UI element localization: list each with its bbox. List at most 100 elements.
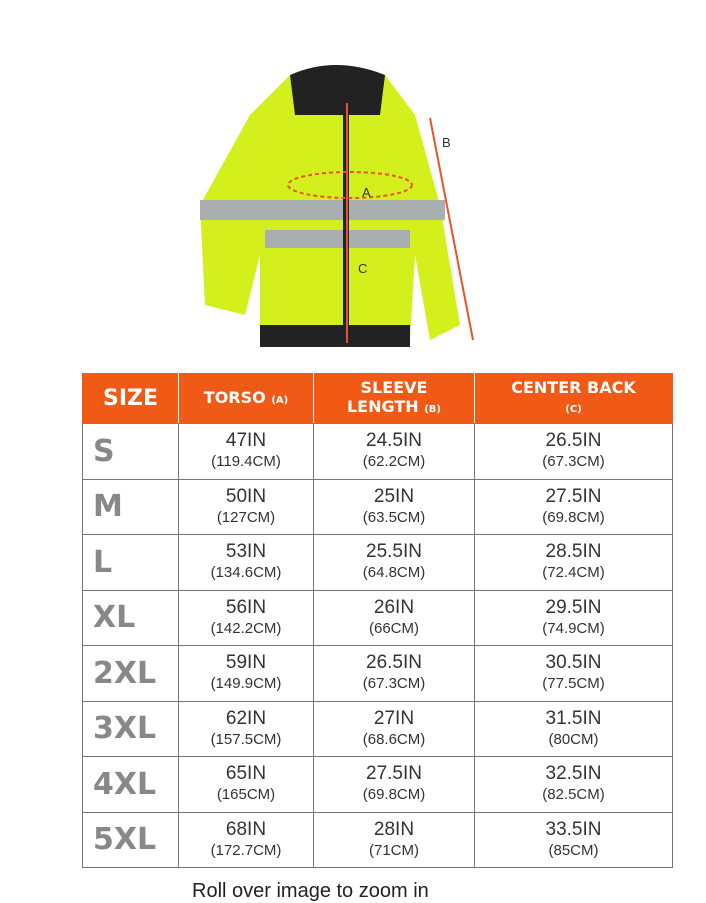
- header-row: SIZE TORSO (A) SLEEVE LENGTH (B) CENTER …: [82, 373, 673, 424]
- torso-inches: 68IN: [225, 818, 267, 840]
- back-inches: 29.5IN: [545, 596, 602, 618]
- sleeve-cm: (62.2CM): [362, 453, 426, 471]
- torso-inches: 50IN: [225, 485, 267, 507]
- torso-cm: (127CM): [216, 508, 276, 526]
- back-cm: (85CM): [548, 841, 599, 859]
- size-cell: S: [82, 423, 179, 480]
- sleeve-cm: (71CM): [368, 841, 419, 859]
- back-cm: (80CM): [548, 730, 599, 748]
- back-cm: (82.5CM): [542, 786, 605, 804]
- back-cell: 30.5IN (77.5CM): [474, 645, 673, 702]
- table-row: 4XL 65IN (165CM) 27.5IN (69.8CM) 32.5IN (82.5C…: [82, 756, 673, 813]
- sleeve-cm: (67.3CM): [362, 675, 426, 693]
- torso-cell: 50IN (127CM): [178, 478, 314, 535]
- sleeve-cm: (66CM): [368, 619, 419, 637]
- back-cell: 29.5IN (74.9CM): [474, 589, 673, 646]
- torso-cell: 59IN (149.9CM): [178, 645, 314, 702]
- back-inches: 30.5IN: [545, 652, 602, 674]
- size-cell: 4XL: [82, 756, 179, 813]
- sleeve-cell: 27.5IN (69.8CM): [313, 756, 475, 813]
- table-row: M 50IN (127CM) 25IN (63.5CM) 27.5IN (69.8CM): [82, 478, 673, 535]
- size-cell: 3XL: [82, 700, 179, 757]
- back-cell: 31.5IN (80CM): [474, 700, 673, 757]
- label-c: C: [358, 261, 367, 276]
- zoom-hint: Roll over image to zoom in: [192, 880, 429, 902]
- torso-inches: 62IN: [225, 707, 267, 729]
- size-cell: L: [82, 534, 179, 591]
- sleeve-inches: 25IN: [373, 485, 415, 507]
- back-cm: (77.5CM): [542, 675, 605, 693]
- torso-cell: 62IN (157.5CM): [178, 700, 314, 757]
- sleeve-inches: 26IN: [373, 596, 415, 618]
- sleeve-cm: (68.6CM): [362, 730, 426, 748]
- sleeve-cell: 28IN (71CM): [313, 811, 475, 868]
- torso-cm: (142.2CM): [210, 619, 282, 637]
- size-cell: 5XL: [82, 811, 179, 868]
- back-cm: (72.4CM): [542, 564, 605, 582]
- back-inches: 28.5IN: [545, 541, 602, 563]
- table-row: S 47IN (119.4CM) 24.5IN (62.2CM) 26.5IN (67.3C…: [82, 423, 673, 480]
- back-inches: 33.5IN: [545, 818, 602, 840]
- torso-cell: 47IN (119.4CM): [178, 423, 314, 480]
- back-inches: 26.5IN: [545, 430, 602, 452]
- sleeve-cell: 25.5IN (64.8CM): [313, 534, 475, 591]
- sleeve-cell: 26.5IN (67.3CM): [313, 645, 475, 702]
- torso-inches: 56IN: [225, 596, 267, 618]
- table-row: 2XL 59IN (149.9CM) 26.5IN (67.3CM) 30.5IN (77.…: [82, 645, 673, 702]
- torso-cm: (134.6CM): [210, 564, 282, 582]
- header-size: SIZE: [82, 373, 179, 424]
- sleeve-inches: 27IN: [373, 707, 415, 729]
- table-row: 5XL 68IN (172.7CM) 28IN (71CM) 33.5IN (85CM): [82, 811, 673, 868]
- sleeve-cell: 24.5IN (62.2CM): [313, 423, 475, 480]
- torso-cm: (165CM): [216, 786, 276, 804]
- back-cm: (69.8CM): [542, 508, 605, 526]
- label-a: A: [362, 185, 371, 200]
- back-cell: 32.5IN (82.5CM): [474, 756, 673, 813]
- reflective-stripe: [265, 230, 410, 248]
- arrow-a: [287, 171, 413, 199]
- torso-cell: 53IN (134.6CM): [178, 534, 314, 591]
- sleeve-cm: (64.8CM): [362, 564, 426, 582]
- header-sleeve: SLEEVE LENGTH (B): [313, 373, 475, 424]
- jacket-hem: [260, 325, 410, 347]
- size-cell: 2XL: [82, 645, 179, 702]
- torso-cell: 65IN (165CM): [178, 756, 314, 813]
- header-center-back: CENTER BACK (C): [474, 373, 673, 424]
- size-cell: M: [82, 478, 179, 535]
- table-row: 3XL 62IN (157.5CM) 27IN (68.6CM) 31.5IN (80CM): [82, 700, 673, 757]
- arrow-b: [429, 117, 474, 341]
- back-cm: (74.9CM): [542, 619, 605, 637]
- back-cm: (67.3CM): [542, 453, 605, 471]
- sleeve-inches: 27.5IN: [366, 763, 422, 785]
- back-cell: 33.5IN (85CM): [474, 811, 673, 868]
- torso-cm: (149.9CM): [210, 675, 282, 693]
- back-cell: 26.5IN (67.3CM): [474, 423, 673, 480]
- torso-inches: 47IN: [225, 430, 267, 452]
- sleeve-inches: 25.5IN: [366, 541, 422, 563]
- header-torso: TORSO (A): [178, 373, 314, 424]
- back-inches: 32.5IN: [545, 763, 602, 785]
- sleeve-cell: 26IN (66CM): [313, 589, 475, 646]
- torso-cm: (172.7CM): [210, 841, 282, 859]
- torso-cm: (157.5CM): [210, 730, 282, 748]
- torso-cell: 68IN (172.7CM): [178, 811, 314, 868]
- size-chart-table: SIZE TORSO (A) SLEEVE LENGTH (B) CENTER …: [82, 373, 673, 868]
- torso-cell: 56IN (142.2CM): [178, 589, 314, 646]
- sleeve-cm: (63.5CM): [362, 508, 426, 526]
- torso-inches: 65IN: [225, 763, 267, 785]
- back-cell: 27.5IN (69.8CM): [474, 478, 673, 535]
- table-row: XL 56IN (142.2CM) 26IN (66CM) 29.5IN (74.9CM): [82, 589, 673, 646]
- jacket-measurement-diagram: A B C: [200, 65, 474, 347]
- table-row: L 53IN (134.6CM) 25.5IN (64.8CM) 28.5IN (72.4C…: [82, 534, 673, 591]
- sleeve-inches: 26.5IN: [366, 652, 422, 674]
- sleeve-cell: 25IN (63.5CM): [313, 478, 475, 535]
- torso-cm: (119.4CM): [211, 453, 281, 471]
- size-cell: XL: [82, 589, 179, 646]
- label-b: B: [442, 135, 451, 150]
- back-inches: 31.5IN: [545, 707, 602, 729]
- sleeve-cell: 27IN (68.6CM): [313, 700, 475, 757]
- back-inches: 27.5IN: [545, 485, 602, 507]
- reflective-stripe: [200, 200, 445, 220]
- sleeve-inches: 24.5IN: [366, 430, 422, 452]
- torso-inches: 53IN: [225, 541, 267, 563]
